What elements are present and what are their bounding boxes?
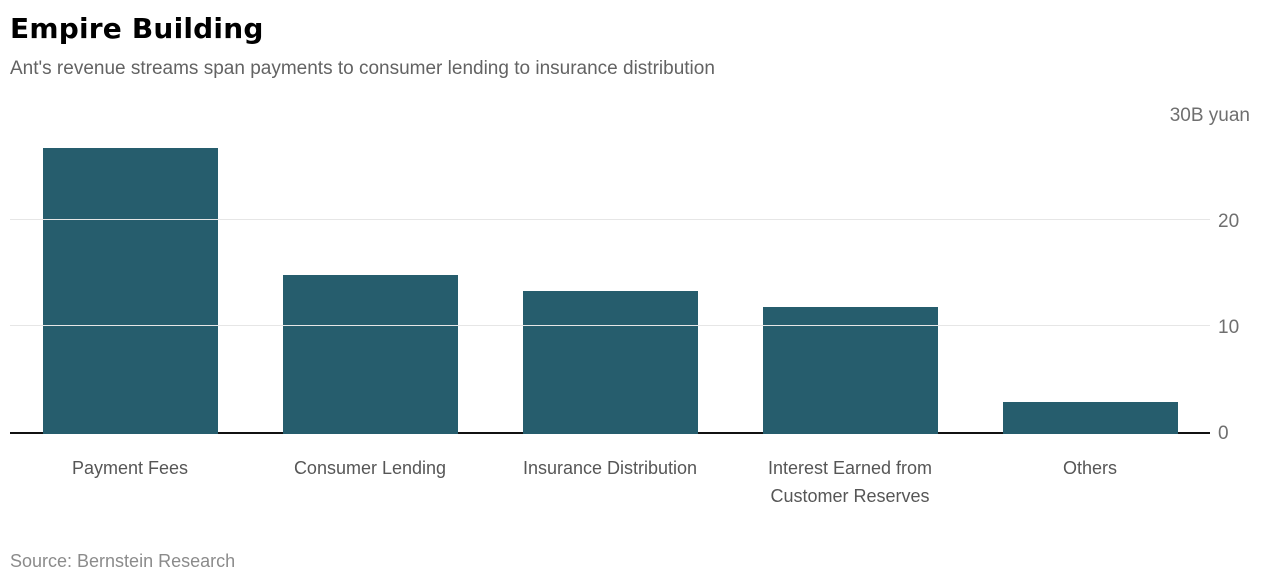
category-labels-row: Payment Fees Consumer Lending Insurance Di… bbox=[10, 434, 1210, 510]
y-axis: 0 10 20 bbox=[1218, 116, 1265, 444]
chart-title: Empire Building bbox=[10, 12, 264, 45]
category-label: Interest Earned from Customer Reserves bbox=[767, 458, 933, 506]
gridline-10 bbox=[10, 325, 1210, 326]
source-note: Source: Bernstein Research bbox=[10, 551, 236, 571]
y-axis-unit-label: 30B yuan bbox=[1169, 105, 1250, 126]
bar-slot bbox=[970, 402, 1210, 434]
y-tick-label: 20 bbox=[1218, 211, 1240, 232]
chart-subtitle: Ant's revenue streams span payments to c… bbox=[10, 58, 715, 79]
plot-area bbox=[10, 116, 1210, 434]
y-tick-label: 10 bbox=[1218, 317, 1240, 338]
bar-others bbox=[1002, 402, 1178, 434]
bar-interest-earned-from-customer-reserves bbox=[762, 306, 938, 434]
bar-consumer-lending bbox=[282, 275, 458, 434]
bar-slot bbox=[10, 147, 250, 434]
bar-slot bbox=[490, 290, 730, 434]
category-label: Insurance Distribution bbox=[522, 458, 698, 478]
bar-slot bbox=[250, 275, 490, 434]
category-label: Payment Fees bbox=[71, 458, 189, 478]
gridline-20 bbox=[10, 219, 1210, 220]
bar-chart: 30B yuan 0 10 20 Payment Fees Consumer Lend… bbox=[10, 105, 1250, 510]
bar-insurance-distribution bbox=[522, 290, 698, 434]
category-label: Others bbox=[1062, 458, 1118, 478]
bar-payment-fees bbox=[42, 147, 218, 434]
category-label: Consumer Lending bbox=[293, 458, 447, 478]
bars-row bbox=[10, 116, 1210, 434]
y-tick-label: 0 bbox=[1218, 423, 1229, 444]
bar-slot bbox=[730, 306, 970, 434]
